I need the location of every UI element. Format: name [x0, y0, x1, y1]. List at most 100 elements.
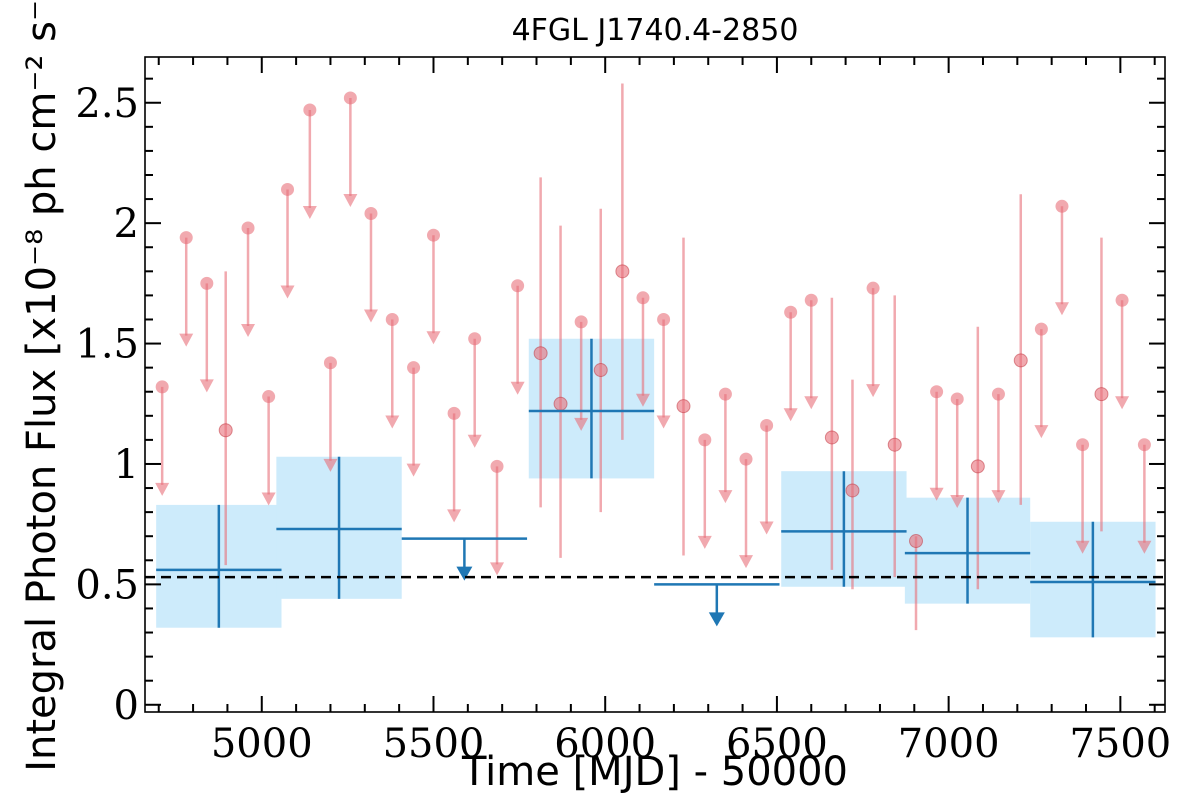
fine-upper-limit-arrow: [718, 490, 733, 504]
x-tick-label: 7500: [1069, 721, 1171, 767]
fine-upper-limit-point: [364, 207, 378, 221]
fine-upper-limit-point: [698, 433, 712, 447]
fine-upper-limit-arrow: [1034, 425, 1049, 439]
fine-upper-limit-point: [262, 390, 276, 404]
fine-upper-limit-arrow: [1075, 540, 1090, 554]
fine-upper-limit-point: [1137, 438, 1151, 452]
fine-upper-limit-point: [1115, 293, 1129, 307]
fine-upper-limit-arrow: [280, 285, 295, 299]
fine-upper-limit-point: [784, 305, 798, 319]
fine-upper-limit-arrow: [510, 381, 525, 395]
fine-upper-limit-arrow: [261, 492, 276, 506]
fine-upper-limit-arrow: [866, 384, 881, 398]
fine-upper-limit-point: [490, 459, 504, 473]
fine-upper-limit-point: [447, 406, 461, 420]
x-tick-label: 7000: [898, 721, 1000, 767]
coarse-upper-limit-arrow: [456, 566, 473, 581]
fine-upper-limit-arrow: [426, 331, 441, 345]
fine-upper-limit-arrow: [950, 494, 965, 508]
fine-upper-limit-arrow: [323, 458, 338, 472]
fine-upper-limit-point: [179, 231, 193, 245]
fine-upper-limit-point: [200, 276, 214, 290]
fine-upper-limit-arrow: [241, 323, 256, 337]
fine-upper-limit-point: [866, 281, 880, 295]
y-tick-label: 0.5: [75, 562, 139, 608]
fine-upper-limit-point: [574, 315, 588, 329]
fine-upper-limit-arrow: [1137, 540, 1152, 554]
fine-upper-limit-arrow: [385, 415, 400, 429]
fine-upper-limit-point: [950, 392, 964, 406]
fine-upper-limit-point: [323, 356, 337, 370]
fine-detection-point: [218, 423, 233, 438]
fine-detection-point: [533, 346, 548, 361]
fine-upper-limit-arrow: [759, 521, 774, 535]
x-axis-label: Time [MJD] - 50000: [461, 749, 848, 795]
fine-upper-limit-point: [1055, 199, 1069, 213]
y-tick-label: 2.5: [75, 81, 139, 127]
plot-frame: [144, 56, 1166, 713]
y-tick-label: 0: [114, 683, 139, 729]
fine-series-layer: [155, 83, 1152, 631]
fine-upper-limit-arrow: [302, 205, 317, 219]
fine-upper-limit-arrow: [406, 463, 421, 477]
fine-upper-limit-point: [385, 312, 399, 326]
fine-upper-limit-arrow: [783, 408, 798, 422]
y-tick-label: 1.5: [75, 322, 139, 368]
fine-upper-limit-arrow: [635, 393, 650, 407]
x-tick-label: 5000: [211, 721, 313, 767]
x-tick-label: 6500: [726, 721, 828, 767]
fine-upper-limit-arrow: [363, 309, 378, 323]
fine-upper-limit-arrow: [656, 415, 671, 429]
fine-upper-limit-point: [407, 361, 421, 375]
fine-upper-limit-arrow: [179, 333, 194, 347]
fine-upper-limit-arrow: [447, 509, 462, 523]
fine-upper-limit-point: [804, 293, 818, 307]
fine-upper-limit-point: [1034, 322, 1048, 336]
fine-detection-point: [970, 459, 985, 474]
fine-upper-limit-arrow: [739, 555, 754, 569]
fine-upper-limit-arrow: [1054, 302, 1069, 316]
fine-upper-limit-arrow: [697, 535, 712, 549]
fine-detection-point: [1013, 353, 1028, 368]
fine-upper-limit-point: [281, 182, 295, 196]
fine-upper-limit-point: [303, 103, 317, 117]
fine-upper-limit-point: [241, 221, 255, 235]
fine-detection-point: [845, 483, 860, 498]
fine-upper-limit-point: [991, 387, 1005, 401]
fine-detection-point: [553, 396, 568, 411]
fine-upper-limit-arrow: [155, 482, 170, 496]
x-tick-label: 6000: [554, 721, 656, 767]
fine-upper-limit-point: [426, 228, 440, 242]
coarse-upper-limit-arrow: [708, 612, 725, 627]
fine-detection-point: [1094, 387, 1109, 402]
fine-upper-limit-point: [636, 291, 650, 305]
x-tick-label: 5500: [383, 721, 485, 767]
fine-upper-limit-arrow: [1115, 396, 1130, 410]
y-tick-label: 2: [114, 201, 139, 247]
fine-upper-limit-point: [511, 279, 525, 293]
fine-detection-point: [887, 437, 902, 452]
coarse-bands-layer: [156, 338, 1156, 638]
fine-upper-limit-arrow: [199, 379, 214, 393]
fine-upper-limit-arrow: [490, 562, 505, 576]
fine-upper-limit-point: [468, 332, 482, 346]
coarse-series-layer: [156, 338, 1156, 638]
fine-upper-limit-point: [343, 91, 357, 105]
fine-upper-limit-arrow: [467, 434, 482, 448]
x-axis: 5000 5500 6000 6500 7000 7500: [157, 57, 1171, 767]
fine-upper-limit-point: [657, 312, 671, 326]
fine-upper-limit-arrow: [574, 417, 589, 431]
fine-upper-limit-point: [760, 418, 774, 432]
fine-upper-limit-point: [739, 452, 753, 466]
y-axis-label: Integral Photon Flux [x10⁻⁸ ph cm⁻² s⁻¹]: [19, 0, 65, 772]
fine-upper-limit-point: [718, 387, 732, 401]
y-axis: 0 0.5 1 1.5 2 2.5: [75, 77, 1165, 729]
fine-upper-limit-arrow: [804, 396, 819, 410]
fine-detection-point: [824, 430, 839, 445]
y-tick-label: 1: [114, 442, 139, 488]
fine-upper-limit-arrow: [991, 490, 1006, 504]
fine-upper-limit-arrow: [343, 193, 358, 207]
fine-upper-limit-point: [1076, 438, 1090, 452]
fine-detection-point: [909, 534, 924, 549]
